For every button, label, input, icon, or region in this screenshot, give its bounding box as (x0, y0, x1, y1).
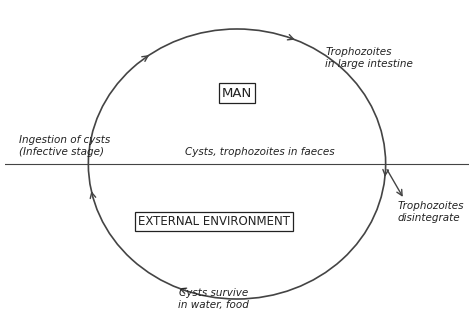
Text: EXTERNAL ENVIRONMENT: EXTERNAL ENVIRONMENT (138, 215, 290, 228)
Text: Trophozoites
disintegrate: Trophozoites disintegrate (397, 201, 464, 223)
Text: Cysts, trophozoites in faeces: Cysts, trophozoites in faeces (185, 147, 335, 157)
Text: Trophozoites
in large intestine: Trophozoites in large intestine (325, 47, 413, 69)
Text: Ingestion of cysts
(Infective stage): Ingestion of cysts (Infective stage) (18, 135, 110, 157)
Text: Cysts survive
in water, food: Cysts survive in water, food (178, 288, 249, 310)
Text: MAN: MAN (222, 87, 252, 100)
